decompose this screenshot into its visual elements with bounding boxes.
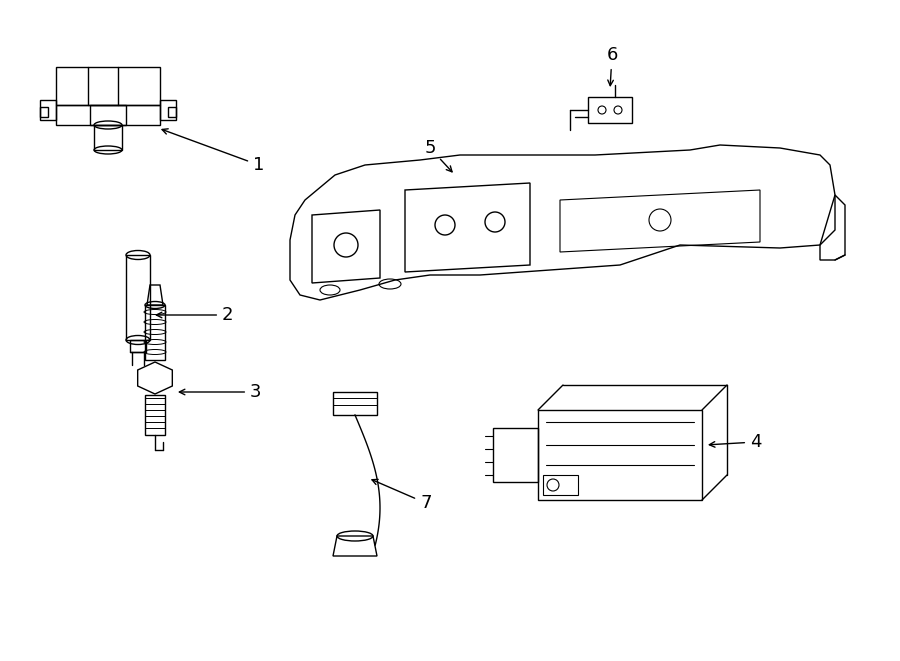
Text: 2: 2 bbox=[157, 306, 233, 324]
Text: 6: 6 bbox=[607, 46, 617, 86]
Text: 7: 7 bbox=[372, 479, 431, 512]
Text: 1: 1 bbox=[162, 129, 265, 174]
Text: 5: 5 bbox=[424, 139, 452, 172]
Text: 4: 4 bbox=[709, 433, 761, 451]
Text: 3: 3 bbox=[179, 383, 262, 401]
